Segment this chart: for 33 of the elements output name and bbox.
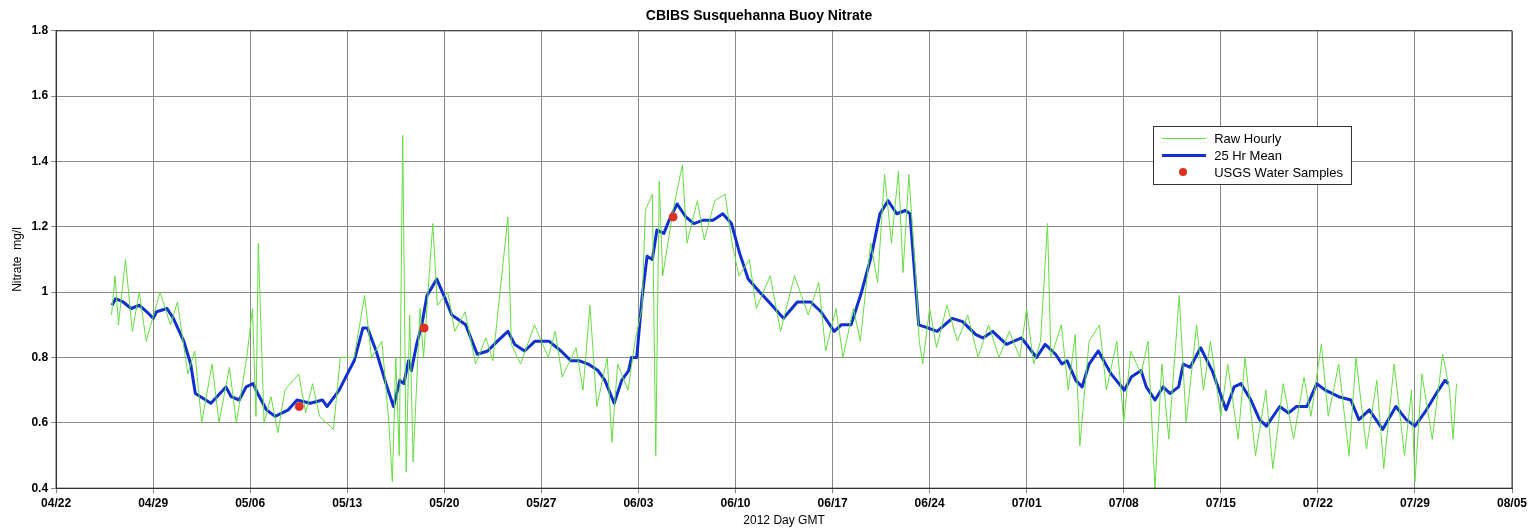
x-tick-label: 07/22 [1302,495,1334,510]
legend-label: USGS Water Samples [1214,164,1343,180]
x-tick-label: 06/10 [720,495,751,510]
x-tick-label: 06/24 [914,495,945,510]
point [668,212,678,222]
y-axis-title: Nitrate mg/l [9,227,24,292]
chart-title: CBIBS Susquehanna Buoy Nitrate [645,7,873,24]
y-tick-label: 1.8 [31,23,49,38]
y-tick-label: 1 [41,284,49,299]
y-tick-label: 1.2 [31,219,49,234]
x-tick-label: 04/29 [138,495,169,510]
x-tick-label: 05/27 [526,495,557,510]
legend-label: Raw Hourly [1214,130,1282,146]
x-tick-label: 08/05 [1496,495,1528,510]
x-tick-label: 06/03 [623,495,654,510]
legend-label: 25 Hr Mean [1214,147,1283,163]
x-tick-label: 05/13 [332,495,363,510]
x-tick-label: 04/22 [41,495,72,510]
x-tick-label: 07/01 [1011,495,1043,510]
y-tick-label: 0.6 [31,415,49,430]
y-tick-label: 1.4 [31,153,49,168]
point [294,402,304,412]
x-axis-title: 2012 Day GMT [743,513,826,528]
x-tick-label: 05/20 [429,495,460,510]
x-tick-label: 07/29 [1399,495,1431,510]
x-tick-label: 07/08 [1108,495,1140,510]
x-tick-label: 05/06 [235,495,266,510]
y-tick-label: 1.6 [31,88,49,103]
x-tick-label: 07/15 [1205,495,1237,510]
y-tick-label: 0.8 [31,349,49,364]
y-tick-label: 0.4 [31,480,49,495]
x-tick-label: 06/17 [817,495,848,510]
point [419,323,429,333]
